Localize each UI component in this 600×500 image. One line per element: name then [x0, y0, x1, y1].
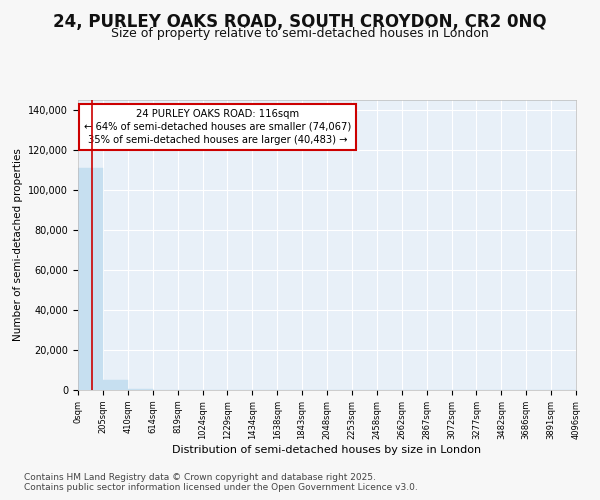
- Bar: [128, 389, 152, 390]
- X-axis label: Distribution of semi-detached houses by size in London: Distribution of semi-detached houses by …: [172, 444, 482, 454]
- Text: Contains HM Land Registry data © Crown copyright and database right 2025.
Contai: Contains HM Land Registry data © Crown c…: [24, 473, 418, 492]
- Bar: [78, 168, 103, 390]
- Text: 24, PURLEY OAKS ROAD, SOUTH CROYDON, CR2 0NQ: 24, PURLEY OAKS ROAD, SOUTH CROYDON, CR2…: [53, 12, 547, 30]
- Text: 24 PURLEY OAKS ROAD: 116sqm
← 64% of semi-detached houses are smaller (74,067)
3: 24 PURLEY OAKS ROAD: 116sqm ← 64% of sem…: [84, 108, 351, 145]
- Y-axis label: Number of semi-detached properties: Number of semi-detached properties: [13, 148, 23, 342]
- Text: Size of property relative to semi-detached houses in London: Size of property relative to semi-detach…: [111, 28, 489, 40]
- Bar: [103, 380, 128, 390]
